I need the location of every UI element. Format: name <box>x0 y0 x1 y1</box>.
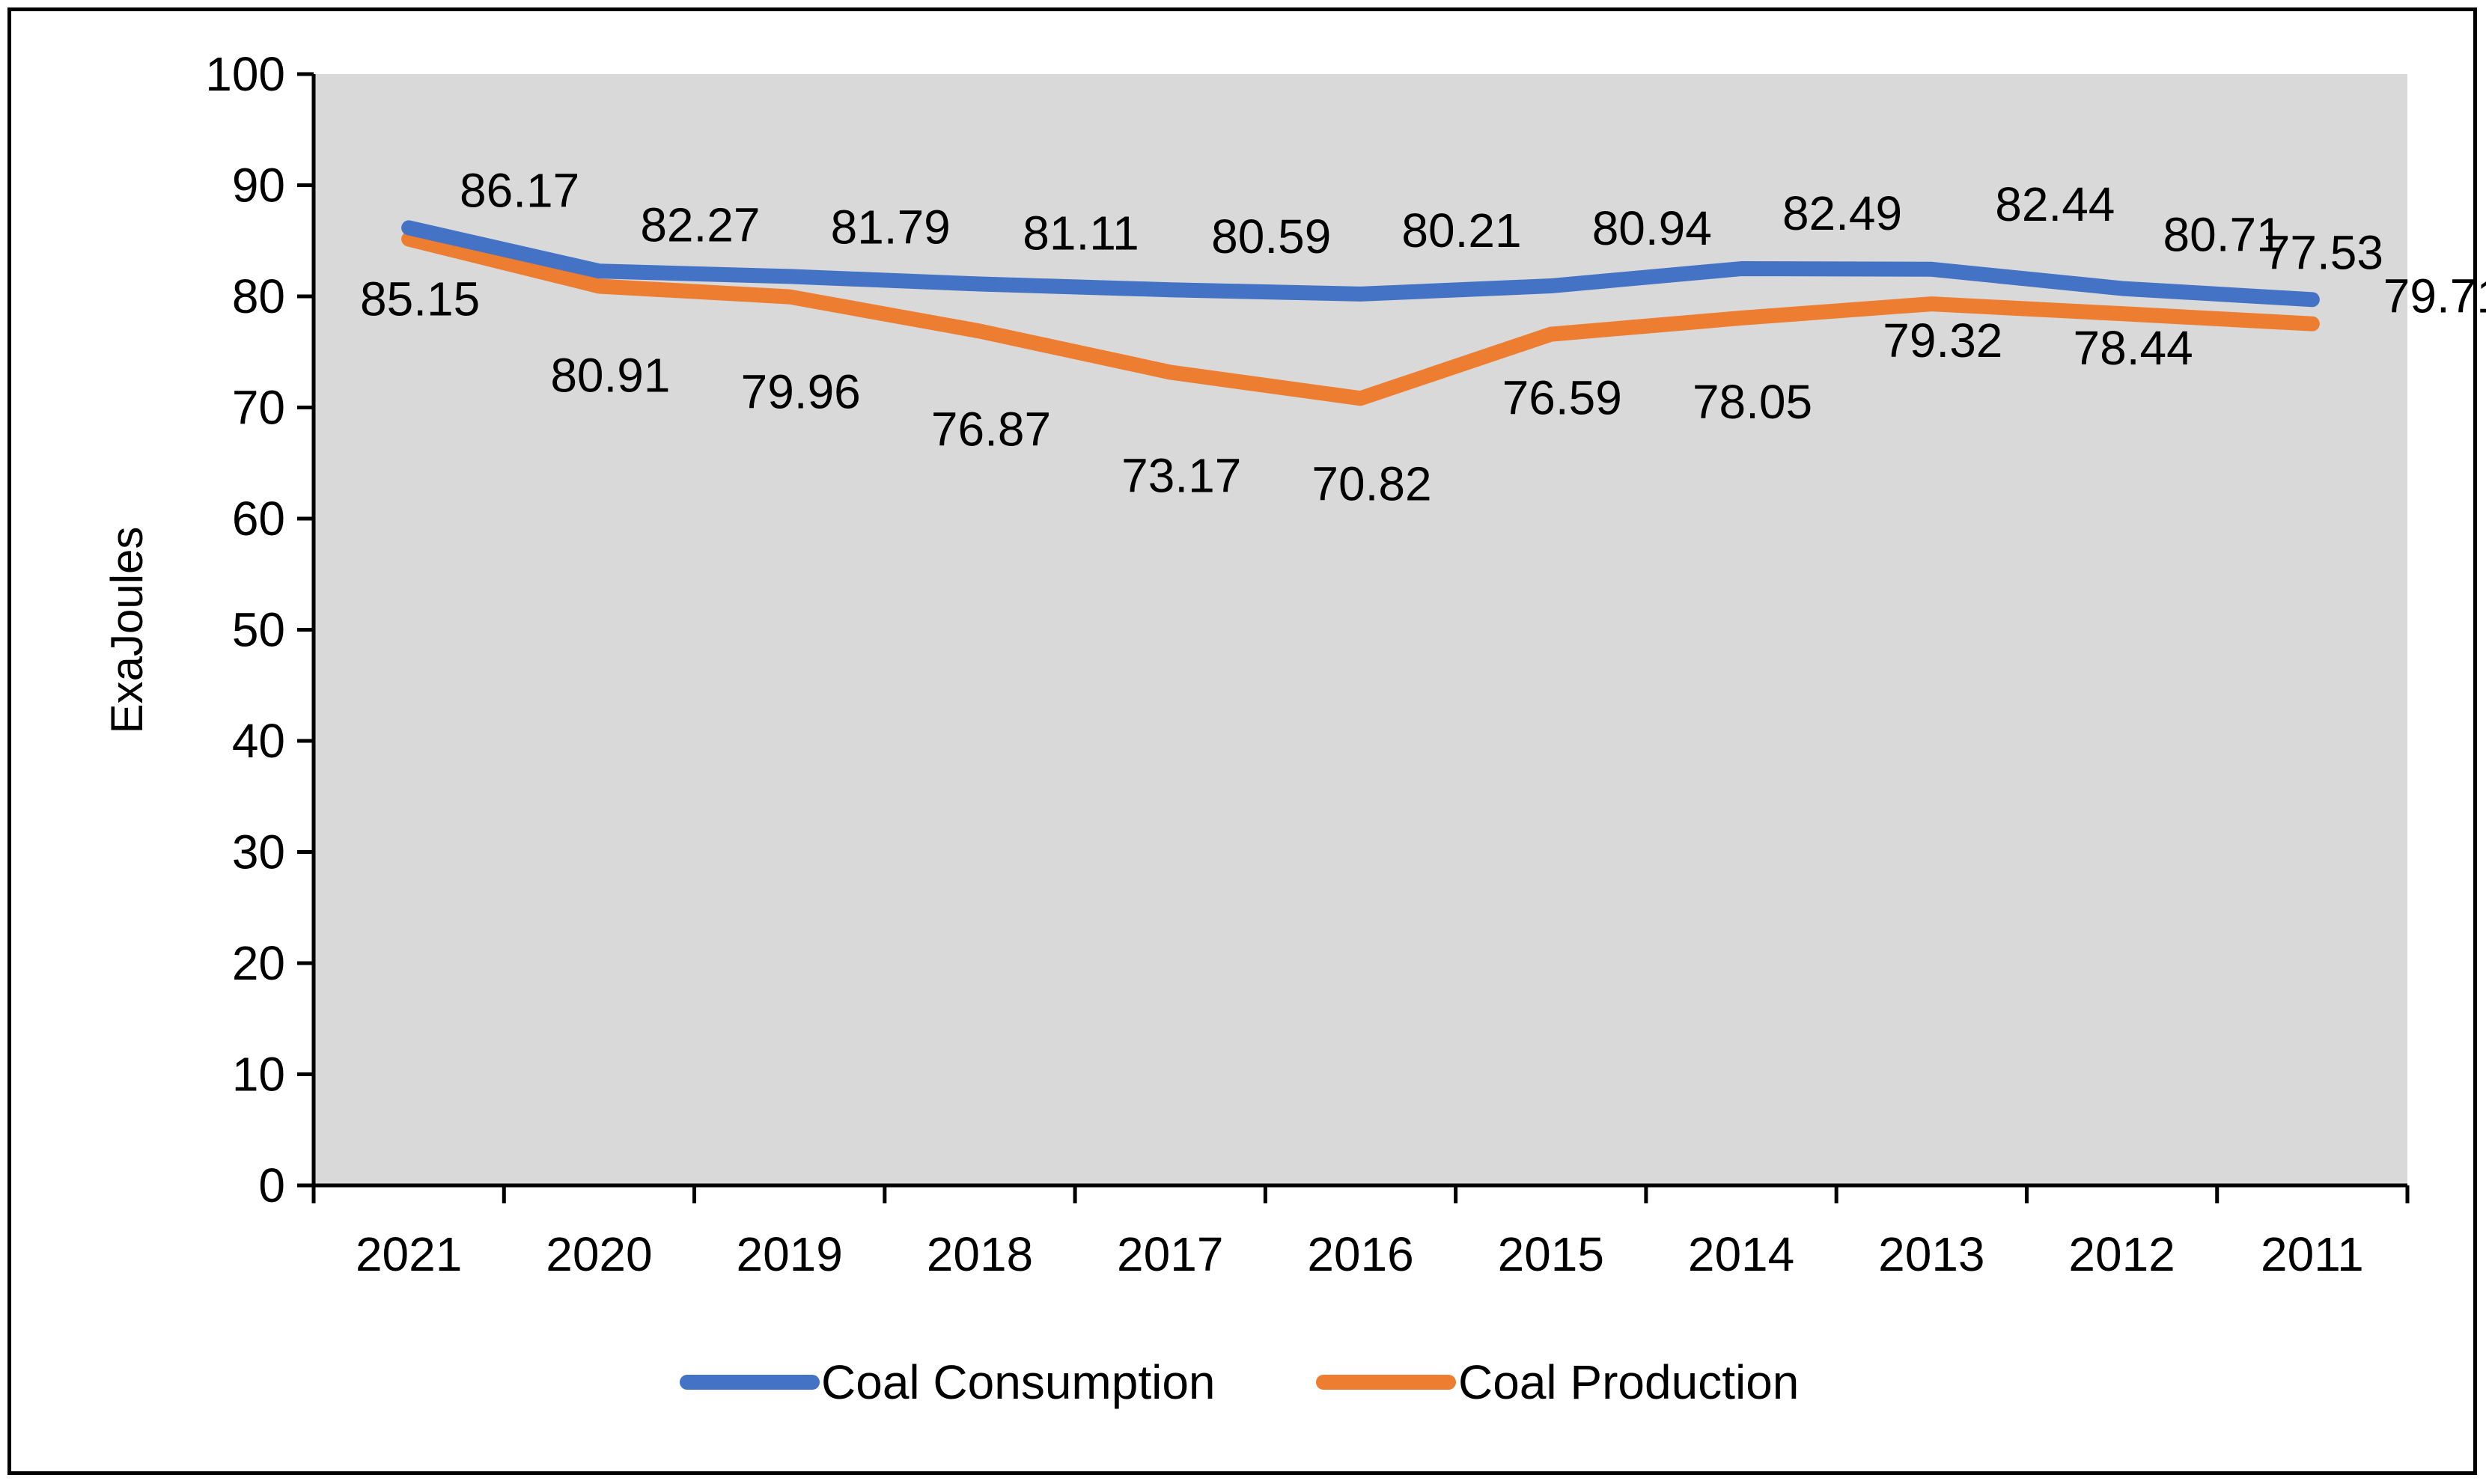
y-tick-label: 90 <box>232 159 285 213</box>
data-label: 76.59 <box>1502 371 1622 425</box>
data-label: 76.87 <box>931 402 1051 456</box>
y-tick-label: 10 <box>232 1048 285 1102</box>
data-label: 70.82 <box>1311 457 1431 510</box>
data-label: 82.49 <box>1782 186 1902 240</box>
data-label: 81.11 <box>1023 207 1139 260</box>
y-tick-label: 60 <box>232 492 285 546</box>
data-label: 80.21 <box>1401 204 1521 257</box>
x-tick-label: 2017 <box>1117 1227 1223 1281</box>
legend-label: Coal Consumption <box>821 1355 1216 1409</box>
legend: Coal Consumption Coal Production <box>680 1355 1799 1409</box>
x-axis-ticks: 2021 2020 2019 2018 2017 2016 2015 2014 2013 2012… <box>311 1185 2410 1281</box>
data-labels: 86.17 82.27 81.79 81.11 80.59 80.21 80.94 82.49… <box>360 163 2486 510</box>
y-tick-label: 20 <box>232 936 285 990</box>
data-label: 85.15 <box>360 272 480 326</box>
x-tick-label: 2018 <box>927 1227 1033 1281</box>
data-label: 81.79 <box>831 200 951 254</box>
x-tick-label: 2013 <box>1878 1227 1984 1281</box>
x-tick-label: 2020 <box>546 1227 652 1281</box>
data-label: 79.71 <box>2383 269 2486 323</box>
y-tick-label: 80 <box>232 269 285 323</box>
y-tick-label: 40 <box>232 714 285 768</box>
x-tick-label: 2016 <box>1307 1227 1413 1281</box>
data-label: 79.32 <box>1883 314 2002 367</box>
x-tick-label: 2015 <box>1498 1227 1604 1281</box>
data-label: 80.91 <box>550 348 670 402</box>
y-tick-label: 50 <box>232 603 285 657</box>
data-label: 78.44 <box>2074 321 2193 375</box>
y-tick-label: 30 <box>232 825 285 879</box>
x-tick-label: 2014 <box>1688 1227 1794 1281</box>
data-label: 82.44 <box>1995 177 2115 231</box>
data-label: 82.27 <box>640 198 760 251</box>
data-label: 80.59 <box>1211 210 1331 263</box>
data-label: 80.94 <box>1592 201 1712 255</box>
data-label: 79.96 <box>741 365 861 419</box>
series-line-coal-production <box>401 231 2320 406</box>
x-tick-label: 2012 <box>2068 1227 2175 1281</box>
y-axis-ticks: 0 10 20 30 40 50 60 70 80 90 100 <box>205 47 314 1212</box>
y-tick-label: 70 <box>232 381 285 435</box>
data-label: 80.71 <box>2163 207 2283 261</box>
x-tick-label: 2011 <box>2261 1227 2364 1281</box>
x-tick-label: 2021 <box>356 1227 462 1281</box>
data-label: 73.17 <box>1121 448 1241 502</box>
series-line-coal-consumption <box>401 220 2320 308</box>
legend-label: Coal Production <box>1458 1355 1799 1409</box>
data-label: 77.53 <box>2264 226 2383 280</box>
y-tick-label: 0 <box>258 1158 285 1212</box>
y-tick-label: 100 <box>205 47 285 101</box>
data-label: 78.05 <box>1693 375 1812 429</box>
plot-area <box>314 74 2407 1185</box>
y-axis-title: ExaJoules <box>102 527 152 734</box>
data-label: 86.17 <box>460 163 579 217</box>
series-lines <box>401 220 2320 406</box>
x-tick-label: 2019 <box>736 1227 842 1281</box>
